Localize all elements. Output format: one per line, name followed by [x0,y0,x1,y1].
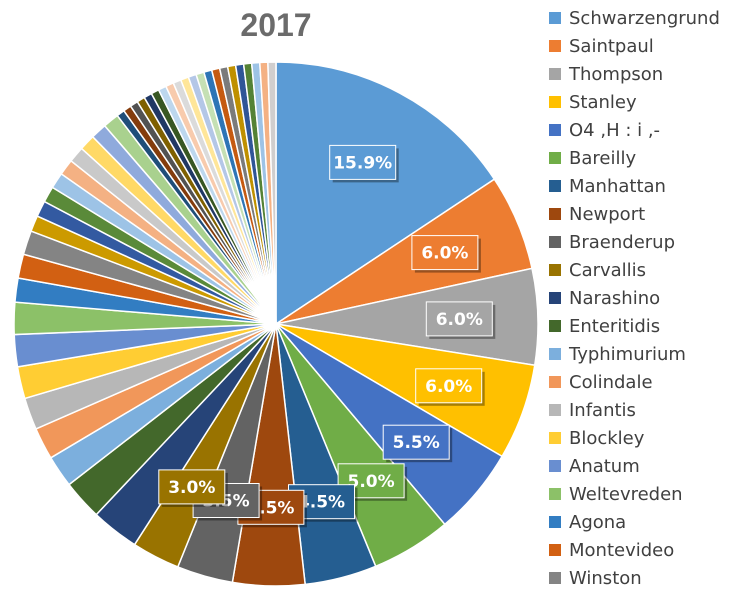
data-label-box [329,144,397,180]
data-label-value: 15.9% [333,153,392,173]
legend-item-typhimurium: Typhimurium [549,344,686,365]
legend-item-thompson: Thompson [549,64,663,85]
legend-item-narashino: Narashino [549,288,660,309]
legend-label: Bareilly [569,148,636,169]
pie-slice-schwarzengrund [275,61,496,326]
legend-item-manhattan: Manhattan [549,176,666,197]
legend-label: Colindale [569,372,653,393]
legend-swatch [549,404,561,416]
legend-label: Blockley [569,428,645,449]
data-label-carvallis: 3.0% [158,469,228,507]
legend-swatch [549,292,561,304]
legend-swatch [549,488,561,500]
legend-label: Thompson [568,64,663,85]
legend-label: Enteritidis [569,316,660,337]
pie-slice-other-50 [267,61,277,325]
legend-swatch [549,544,561,556]
legend-swatch [549,180,561,192]
legend-swatch [549,376,561,388]
legend-swatch [549,236,561,248]
data-label-value: 6.0% [436,310,483,330]
legend-item-carvallis: Carvallis [549,260,646,281]
legend: Schwarzengrund Saintpaul Thompson Stanley O4… [549,8,720,589]
data-label-value: 6.0% [425,377,472,397]
legend-label: Anatum [569,456,640,477]
legend-item-agona: Agona [549,512,626,533]
legend-swatch [549,460,561,472]
legend-swatch [549,68,561,80]
legend-swatch [549,124,561,136]
legend-item-weltevreden: Weltevreden [549,484,683,505]
data-label-box [411,235,479,271]
data-label-box [382,424,450,460]
data-label-value: 5.0% [348,472,395,492]
data-label-value: 5.5% [393,433,440,453]
legend-swatch [549,320,561,332]
legend-swatch [549,348,561,360]
legend-item-o4-h-i: O4 ,H : i ,- [549,120,660,141]
legend-label: Winston [569,568,642,589]
legend-item-infantis: Infantis [549,400,636,421]
legend-swatch [549,208,561,220]
legend-item-newport: Newport [549,204,645,225]
legend-label: Typhimurium [568,344,686,365]
data-label-stanley: 6.0% [415,368,485,406]
legend-swatch [549,40,561,52]
legend-label: Braenderup [569,232,675,253]
legend-item-winston: Winston [549,568,642,589]
data-label-thompson: 6.0% [425,301,496,339]
legend-label: Weltevreden [569,484,683,505]
legend-item-montevideo: Montevideo [549,540,674,561]
data-label-box [425,301,493,337]
legend-label: Agona [569,512,626,533]
legend-swatch [549,264,561,276]
data-labels: 15.9%6.0%6.0%6.0%5.5%5.0%4.5%4.5%3.5%3.0… [158,144,496,528]
legend-swatch [549,96,561,108]
legend-item-colindale: Colindale [549,372,653,393]
legend-item-blockley: Blockley [549,428,645,449]
data-label-schwarzengrund: 15.9% [329,144,399,183]
chart-title: 2017 [240,7,311,43]
legend-item-anatum: Anatum [549,456,640,477]
data-label-value: 4.5% [298,493,345,513]
legend-label: Schwarzengrund [569,8,720,29]
legend-swatch [549,516,561,528]
legend-item-bareilly: Bareilly [549,148,636,169]
legend-item-schwarzengrund: Schwarzengrund [549,8,720,29]
legend-label: Stanley [569,92,637,113]
legend-item-stanley: Stanley [549,92,637,113]
data-label-value: 6.0% [421,244,468,264]
legend-swatch [549,152,561,164]
legend-swatch [549,572,561,584]
legend-swatch [549,12,561,24]
legend-label: O4 ,H : i ,- [569,120,660,141]
data-label-o4-h-i: 5.5% [382,424,453,463]
legend-item-saintpaul: Saintpaul [549,36,654,57]
legend-item-braenderup: Braenderup [549,232,675,253]
legend-label: Narashino [569,288,660,309]
data-label-saintpaul: 6.0% [411,235,481,273]
legend-item-enteritidis: Enteritidis [549,316,660,337]
legend-label: Montevideo [569,540,674,561]
legend-label: Carvallis [569,260,646,281]
legend-label: Newport [569,204,645,225]
legend-label: Infantis [569,400,636,421]
data-label-value: 3.0% [168,478,215,498]
data-label-box [415,368,483,404]
data-label-box [158,469,226,505]
legend-label: Saintpaul [569,36,654,57]
legend-label: Manhattan [569,176,666,197]
legend-swatch [549,432,561,444]
